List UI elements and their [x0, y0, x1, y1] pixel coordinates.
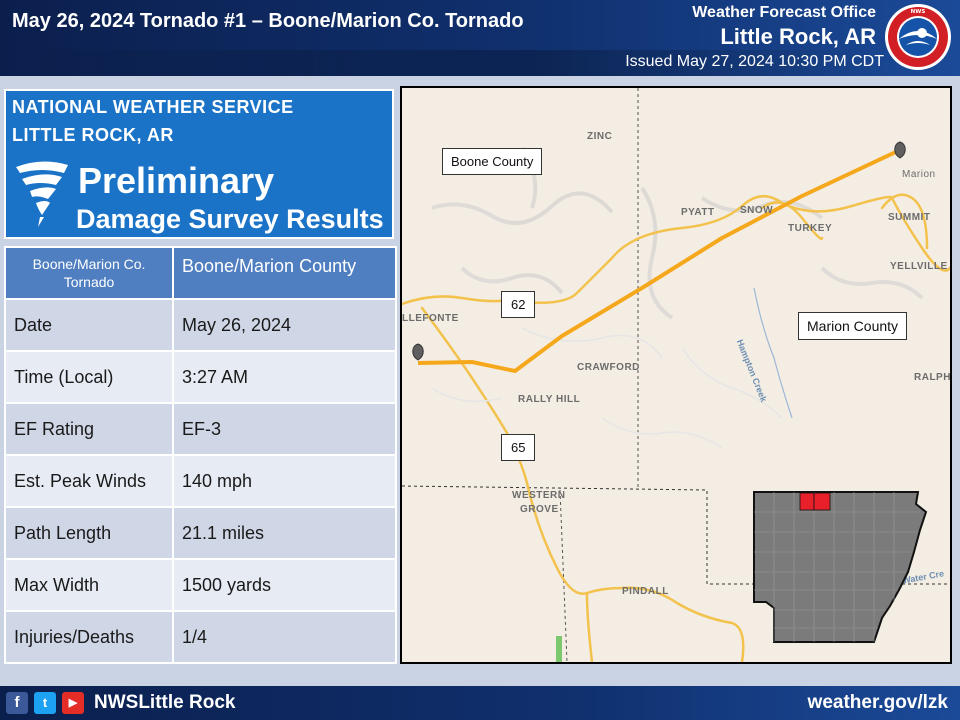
- row-label-date: Date: [4, 298, 174, 352]
- youtube-icon[interactable]: ▶: [62, 692, 84, 714]
- marion-county-label: Marion County: [798, 312, 908, 340]
- row-value-peak-winds: 140 mph: [172, 454, 397, 508]
- row-label-peak-winds: Est. Peak Winds: [4, 454, 174, 508]
- place-pindall: PINDALL: [622, 586, 669, 597]
- badge-org-line1: NATIONAL WEATHER SERVICE: [12, 97, 294, 117]
- route-62-shield: 62: [501, 291, 536, 318]
- tornado-track-map[interactable]: Boone County Marion County 62 65 ZINC Ma…: [400, 86, 952, 664]
- tornado-icon: [16, 161, 68, 227]
- row-value-ef-rating: EF-3: [172, 402, 397, 456]
- row-value-injuries-deaths: 1/4: [172, 610, 397, 664]
- hampton-creek-line: [753, 287, 793, 419]
- place-bellefonte: LLEFONTE: [402, 313, 459, 324]
- start-pin-icon: [412, 343, 424, 361]
- place-zinc: ZINC: [587, 131, 613, 142]
- header-bar: May 26, 2024 Tornado #1 – Boone/Marion C…: [0, 0, 960, 76]
- place-marion: Marion: [902, 169, 936, 180]
- survey-badge: NATIONAL WEATHER SERVICE LITTLE ROCK, AR…: [4, 89, 394, 239]
- place-western: WESTERN: [512, 490, 566, 501]
- boone-county-label: Boone County: [442, 148, 543, 175]
- office-label: Weather Forecast Office: [692, 4, 876, 21]
- table-header-right: Boone/Marion County: [172, 246, 397, 300]
- table-row: Injuries/Deaths 1/4: [4, 610, 397, 664]
- inset-marion-county: [813, 492, 831, 511]
- county-line-searcy: [559, 489, 568, 662]
- table-row: Max Width 1500 yards: [4, 558, 397, 612]
- inset-boone-county: [799, 492, 815, 511]
- badge-org-line2: LITTLE ROCK, AR: [12, 125, 174, 145]
- row-label-time: Time (Local): [4, 350, 174, 404]
- table-row: Time (Local) 3:27 AM: [4, 350, 397, 404]
- footer-bar: f t ▶ NWSLittle Rock weather.gov/lzk: [0, 686, 960, 720]
- row-label-path-length: Path Length: [4, 506, 174, 560]
- header-band: [0, 50, 890, 76]
- table-header-row: Boone/Marion Co. Tornado Boone/Marion Co…: [4, 246, 397, 300]
- minor-roads: [431, 327, 783, 449]
- park-patch: [556, 636, 562, 662]
- badge-title: Preliminary: [78, 160, 275, 201]
- place-yellville: YELLVILLE: [890, 261, 948, 272]
- office-city: Little Rock, AR: [720, 24, 876, 49]
- row-value-path-length: 21.1 miles: [172, 506, 397, 560]
- end-pin-icon: [894, 141, 906, 159]
- table-header-left: Boone/Marion Co. Tornado: [4, 246, 174, 300]
- row-label-ef-rating: EF Rating: [4, 402, 174, 456]
- row-value-max-width: 1500 yards: [172, 558, 397, 612]
- arkansas-inset-map: [753, 491, 928, 643]
- nws-logo-icon: NWS: [885, 4, 951, 70]
- place-grove: GROVE: [520, 504, 559, 515]
- row-value-date: May 26, 2024: [172, 298, 397, 352]
- twitter-icon[interactable]: t: [34, 692, 56, 714]
- table-row: Path Length 21.1 miles: [4, 506, 397, 560]
- inset-county-lines: [754, 492, 920, 642]
- table-row: EF Rating EF-3: [4, 402, 397, 456]
- table-row: Date May 26, 2024: [4, 298, 397, 352]
- website-link[interactable]: weather.gov/lzk: [807, 692, 948, 713]
- route-65-shield: 65: [501, 434, 536, 461]
- facebook-icon[interactable]: f: [6, 692, 28, 714]
- nws-logo-text: NWS: [911, 9, 926, 15]
- row-label-injuries-deaths: Injuries/Deaths: [4, 610, 174, 664]
- social-handle[interactable]: NWSLittle Rock: [94, 692, 236, 713]
- row-value-time: 3:27 AM: [172, 350, 397, 404]
- badge-org: NATIONAL WEATHER SERVICE LITTLE ROCK, AR: [12, 93, 294, 149]
- place-summit: SUMMIT: [888, 212, 931, 223]
- survey-table: Boone/Marion Co. Tornado Boone/Marion Co…: [4, 246, 397, 664]
- place-snow: SNOW: [740, 205, 774, 216]
- place-ralph: RALPH: [914, 372, 951, 383]
- county-line-south: [402, 485, 950, 585]
- place-rally-hill: RALLY HILL: [518, 394, 581, 405]
- place-crawford: CRAWFORD: [577, 362, 640, 373]
- place-pyatt: PYATT: [681, 207, 715, 218]
- page-title: May 26, 2024 Tornado #1 – Boone/Marion C…: [12, 10, 524, 32]
- tornado-track: [417, 148, 901, 373]
- row-label-max-width: Max Width: [4, 558, 174, 612]
- arkansas-state-shape: [753, 491, 928, 643]
- place-turkey: TURKEY: [788, 223, 833, 234]
- issued-timestamp: Issued May 27, 2024 10:30 PM CDT: [625, 53, 884, 70]
- table-row: Est. Peak Winds 140 mph: [4, 454, 397, 508]
- badge-subtitle: Damage Survey Results: [76, 204, 384, 234]
